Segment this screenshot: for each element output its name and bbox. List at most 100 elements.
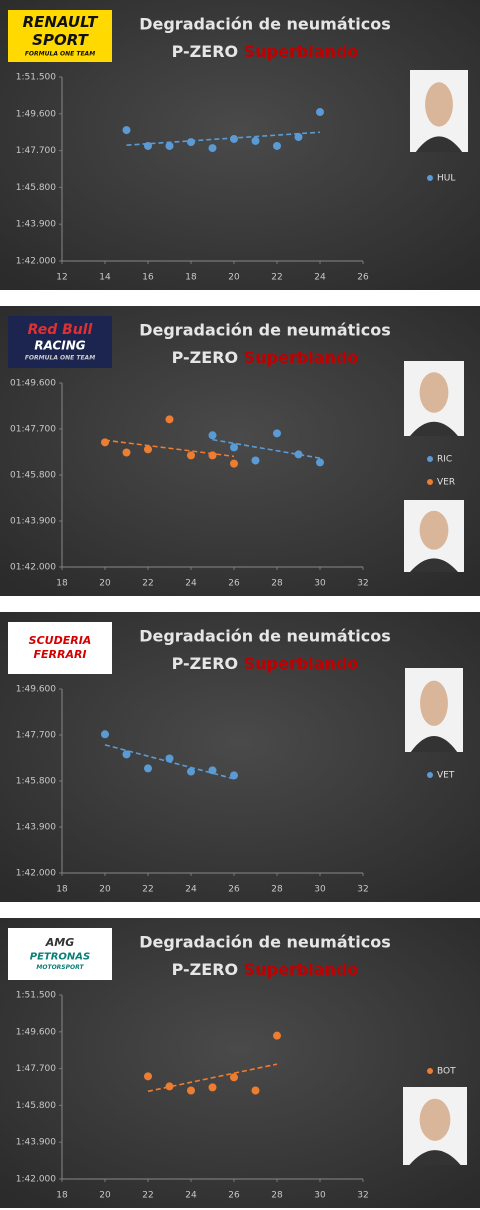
photo-face — [419, 372, 449, 413]
chart-title: Degradación de neumáticos — [139, 627, 391, 646]
point — [122, 750, 131, 759]
y-tick-label: 1:43.900 — [16, 1138, 57, 1148]
point — [208, 1083, 217, 1092]
point — [230, 134, 238, 143]
photo-body — [410, 736, 458, 752]
x-tick-label: 30 — [314, 579, 326, 589]
logo-text: FORMULA ONE TEAM — [25, 355, 95, 362]
x-tick-label: 28 — [271, 1191, 283, 1201]
point — [230, 443, 238, 452]
y-tick-label: 01:47.700 — [10, 425, 56, 435]
y-tick-label: 1:47.700 — [16, 1064, 57, 1074]
point — [187, 451, 195, 460]
chart-subtitle: P-ZERO Superblando — [172, 654, 359, 673]
point — [294, 133, 303, 142]
y-tick-label: 1:49.600 — [16, 1027, 57, 1037]
chart-title: Degradación de neumáticos — [139, 15, 391, 34]
x-tick-label: 18 — [56, 579, 68, 589]
point — [165, 141, 174, 150]
x-tick-label: 20 — [99, 1191, 111, 1201]
team-logo — [8, 316, 112, 368]
x-tick-label: 22 — [142, 1191, 153, 1201]
x-tick-label: 32 — [357, 1191, 368, 1201]
x-tick-label: 18 — [185, 273, 197, 283]
point — [144, 764, 152, 773]
legend-marker — [427, 456, 433, 462]
trendline — [147, 1063, 278, 1093]
x-tick-label: 26 — [228, 579, 240, 589]
subtitle-text: P-ZERO — [172, 348, 239, 367]
point — [165, 1082, 174, 1091]
chart-title: Degradación de neumáticos — [139, 321, 391, 340]
y-tick-label: 01:49.600 — [10, 379, 56, 389]
y-tick-label: 1:43.900 — [16, 220, 57, 230]
legend-label: BOT — [437, 1067, 456, 1077]
legend-marker — [427, 1068, 433, 1074]
x-tick-label: 22 — [271, 273, 282, 283]
compound-text: Superblando — [244, 42, 359, 61]
point — [251, 1086, 260, 1095]
x-tick-label: 14 — [99, 273, 111, 283]
logo-text: Red Bull — [28, 322, 93, 338]
point — [251, 136, 260, 145]
x-tick-label: 24 — [185, 885, 197, 895]
x-tick-label: 20 — [228, 273, 240, 283]
chart-subtitle: P-ZERO Superblando — [172, 348, 359, 367]
point — [101, 730, 109, 739]
subtitle-text: P-ZERO — [172, 42, 239, 61]
logo-text: FERRARI — [33, 648, 86, 661]
x-tick-label: 22 — [142, 885, 153, 895]
legend-label: RIC — [437, 455, 452, 465]
team-logo — [8, 622, 112, 674]
point — [273, 1031, 281, 1040]
y-tick-label: 1:42.000 — [16, 869, 57, 879]
x-tick-label: 26 — [228, 885, 240, 895]
point — [230, 771, 238, 780]
point — [208, 431, 217, 440]
chart-subtitle: P-ZERO Superblando — [172, 42, 359, 61]
point — [187, 1086, 195, 1095]
point — [144, 445, 152, 454]
logo-text: MOTORSPORT — [36, 964, 84, 971]
point — [208, 451, 217, 460]
point — [316, 108, 324, 117]
point — [316, 458, 324, 467]
photo-face — [419, 510, 449, 550]
y-tick-label: 1:47.700 — [16, 146, 57, 156]
y-tick-label: 1:49.600 — [16, 685, 57, 695]
point — [187, 767, 195, 776]
logo-text: PETRONAS — [30, 952, 91, 963]
legend-marker — [427, 772, 433, 778]
compound-text: Superblando — [244, 348, 359, 367]
point — [122, 126, 131, 135]
y-tick-label: 01:42.000 — [10, 563, 56, 573]
point — [294, 450, 303, 459]
legend-label: VER — [437, 478, 455, 488]
logo-text: AMG — [45, 936, 75, 949]
point — [208, 766, 217, 775]
chart-title: Degradación de neumáticos — [139, 933, 391, 952]
y-tick-label: 1:51.500 — [16, 73, 57, 83]
x-tick-label: 24 — [185, 579, 197, 589]
x-tick-label: 16 — [142, 273, 154, 283]
point — [165, 415, 174, 424]
legend-label: VET — [437, 771, 455, 781]
logo-text: FORMULA ONE TEAM — [25, 51, 95, 58]
legend-marker — [427, 175, 433, 181]
point — [273, 429, 281, 438]
point — [208, 144, 217, 153]
point — [230, 1073, 238, 1082]
x-tick-label: 24 — [314, 273, 326, 283]
photo-face — [425, 82, 453, 127]
y-tick-label: 01:43.900 — [10, 517, 56, 527]
logo-text: RACING — [34, 339, 85, 353]
x-tick-label: 18 — [56, 885, 68, 895]
y-tick-label: 1:45.800 — [16, 777, 57, 787]
x-tick-label: 18 — [56, 1191, 68, 1201]
compound-text: Superblando — [244, 654, 359, 673]
x-tick-label: 32 — [357, 579, 368, 589]
logo-text: SPORT — [32, 31, 89, 49]
